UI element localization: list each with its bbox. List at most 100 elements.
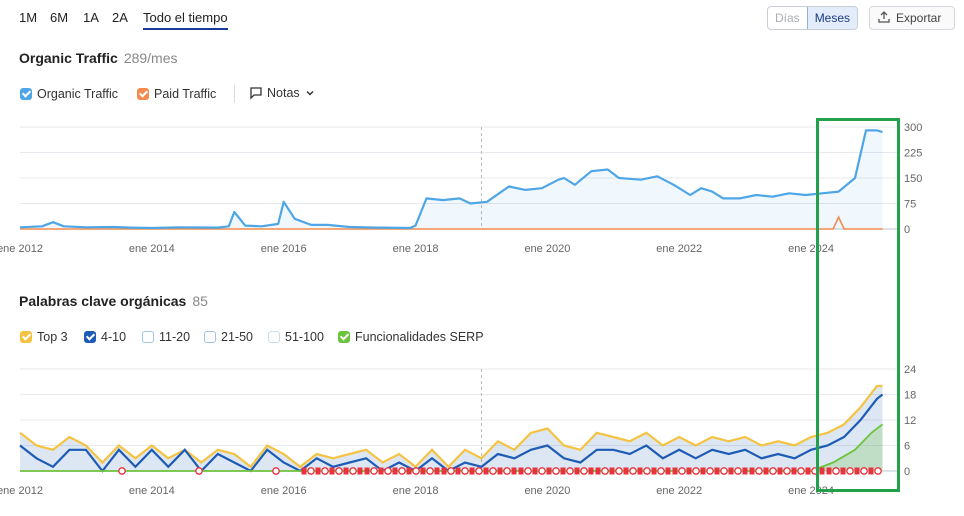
serp-marker: [343, 467, 349, 475]
checkbox-icon: [268, 331, 280, 343]
keywords-x-tick: ene 2018: [393, 485, 439, 497]
keywords-x-tick: ene 2024: [788, 485, 834, 497]
keywords-area: [20, 386, 883, 471]
serp-marker: [315, 467, 321, 475]
keywords-x-tick: ene 2016: [261, 485, 307, 497]
legend-paid[interactable]: Paid Traffic: [137, 87, 216, 101]
checkbox-icon: [142, 331, 154, 343]
traffic-chart: 300 225 150 75 0 ene 2012 ene 2014 ene 2016 ene …: [0, 122, 922, 255]
range-1m[interactable]: 1M: [19, 10, 38, 25]
serp-marker: [538, 467, 546, 475]
serp-marker: [475, 467, 483, 475]
serp-marker: [742, 467, 748, 475]
serp-marker: [846, 467, 854, 475]
serp-marker: [503, 467, 511, 475]
legend-top3-label: Top 3: [37, 330, 68, 344]
legend-serp-label: Funcionalidades SERP: [355, 330, 484, 344]
legend-51-100-label: 51-100: [285, 330, 324, 344]
paid-traffic-line: [20, 215, 883, 230]
notes-dropdown[interactable]: Notas: [249, 86, 315, 100]
traffic-x-tick: ene 2014: [129, 243, 175, 255]
range-2a[interactable]: 2A: [112, 10, 128, 25]
serp-marker: [357, 467, 363, 475]
checkbox-icon: [20, 331, 32, 343]
serp-marker: [566, 467, 574, 475]
serp-marker: [623, 467, 629, 475]
serp-marker: [461, 467, 469, 475]
legend-51-100[interactable]: 51-100: [268, 330, 324, 344]
keywords-x-tick: ene 2020: [524, 485, 570, 497]
serp-marker: [854, 467, 860, 475]
serp-marker: [769, 467, 777, 475]
serp-marker: [832, 467, 840, 475]
serp-marker: [805, 467, 811, 475]
serp-marker: [364, 467, 370, 475]
serp-marker: [651, 467, 657, 475]
granularity-toggle: Días Meses: [767, 6, 859, 30]
serp-marker: [483, 467, 489, 475]
serp-marker: [657, 467, 665, 475]
traffic-x-tick: ene 2012: [0, 243, 43, 255]
serp-marker: [665, 467, 671, 475]
serp-marker: [272, 467, 280, 475]
serp-marker: [860, 467, 868, 475]
notes-icon: [250, 87, 262, 100]
range-6m[interactable]: 6M: [50, 10, 69, 25]
legend-divider: [234, 85, 235, 103]
legend-21-50-label: 21-50: [221, 330, 253, 344]
checkbox-icon: [204, 331, 216, 343]
keywords-title: Palabras clave orgánicas: [19, 293, 187, 309]
serp-marker: [783, 467, 791, 475]
serp-marker: [552, 467, 560, 475]
serp-marker: [637, 467, 643, 475]
serp-marker: [426, 467, 434, 475]
legend-11-20[interactable]: 11-20: [142, 330, 190, 344]
keywords-x-tick: ene 2022: [656, 485, 702, 497]
legend-4-10[interactable]: 4-10: [84, 330, 126, 344]
range-1a[interactable]: 1A: [83, 10, 99, 25]
serp-marker: [574, 467, 580, 475]
serp-marker: [755, 467, 763, 475]
serp-marker: [629, 467, 637, 475]
legend-top3[interactable]: Top 3: [20, 330, 68, 344]
chevron-down-icon: [306, 90, 314, 96]
checkbox-icon: [20, 88, 32, 100]
serp-marker: [826, 467, 832, 475]
serp-marker: [720, 467, 728, 475]
serp-marker: [797, 467, 805, 475]
highlight-box: [816, 118, 900, 492]
serp-marker: [349, 467, 357, 475]
legend-21-50[interactable]: 21-50: [204, 330, 253, 344]
export-button[interactable]: Exportar: [869, 6, 955, 30]
months-button[interactable]: Meses: [806, 7, 858, 29]
top3-line: [19, 384, 883, 469]
serp-marker: [819, 467, 825, 475]
serp-marker: [777, 467, 783, 475]
serp-marker: [840, 467, 846, 475]
range-all-time[interactable]: Todo el tiempo: [143, 10, 228, 30]
traffic-y-tick: 300: [904, 122, 922, 134]
organic-traffic-area: [20, 130, 883, 229]
serp-marker: [441, 467, 447, 475]
serp-marker: [412, 467, 420, 475]
keywords-y-tick: 6: [904, 441, 910, 453]
legend-serp[interactable]: Funcionalidades SERP: [338, 330, 484, 344]
serp-marker: [601, 467, 609, 475]
keywords-y-tick: 0: [904, 466, 910, 478]
traffic-x-tick: ene 2016: [261, 243, 307, 255]
keywords-title-row: Palabras clave orgánicas 85: [19, 293, 208, 309]
serp-marker: [609, 467, 615, 475]
traffic-x-tick: ene 2022: [656, 243, 702, 255]
serp-marker: [384, 467, 392, 475]
days-button[interactable]: Días: [775, 11, 800, 25]
serp-marker: [301, 467, 307, 475]
serp-marker: [874, 467, 882, 475]
serp-marker: [672, 467, 678, 475]
serp-marker: [643, 467, 651, 475]
serp-marker: [321, 467, 329, 475]
keywords-chart: 24 18 12 6 0 ene 2012 ene 2014 ene 2016 ene 2018…: [0, 364, 916, 497]
keywords-y-tick: 18: [904, 390, 916, 402]
serp-marker: [518, 467, 524, 475]
serp-marker: [392, 467, 398, 475]
legend-organic[interactable]: Organic Traffic: [20, 87, 118, 101]
